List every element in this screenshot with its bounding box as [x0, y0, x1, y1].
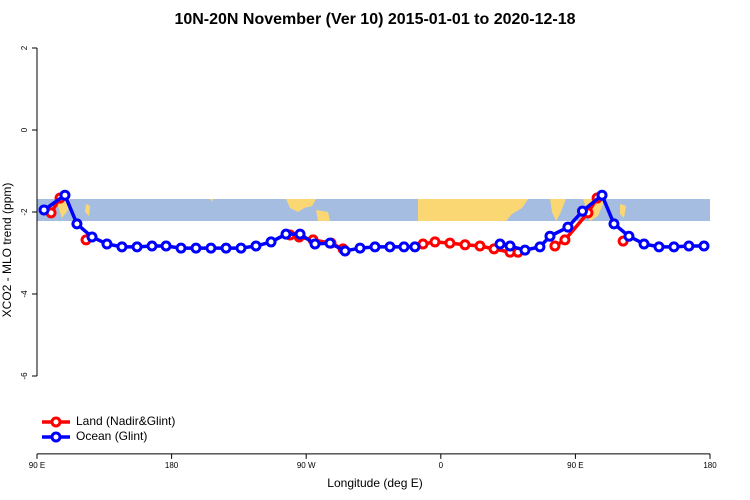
data-point: [384, 241, 396, 253]
x-tick-label: 90 E: [29, 461, 45, 470]
data-point: [608, 218, 620, 230]
land: [418, 199, 528, 221]
data-point: [683, 240, 695, 252]
data-point: [324, 237, 336, 249]
x-tick-label: 90 W: [297, 461, 316, 470]
data-point: [444, 237, 456, 249]
series-line: [553, 197, 599, 248]
data-point: [653, 241, 665, 253]
data-point: [562, 221, 574, 233]
legend-label: Land (Nadir&Glint): [76, 414, 175, 428]
data-point: [534, 241, 546, 253]
y-tick-label: 0: [20, 127, 29, 132]
land: [210, 199, 330, 221]
data-point: [116, 241, 128, 253]
x-tick-label: 180: [165, 461, 179, 470]
data-point: [354, 242, 366, 254]
data-point: [86, 231, 98, 243]
data-point: [409, 241, 421, 253]
legend-marker: [50, 416, 62, 428]
data-point: [398, 241, 410, 253]
data-point: [146, 240, 158, 252]
data-point: [519, 244, 531, 256]
data-point: [131, 241, 143, 253]
legend-label: Ocean (Glint): [76, 429, 147, 443]
data-point: [160, 240, 172, 252]
data-point: [59, 189, 71, 201]
data-point: [235, 242, 247, 254]
data-point: [596, 189, 608, 201]
data-point: [190, 242, 202, 254]
x-axis-label: Longitude (deg E): [327, 476, 422, 490]
data-point: [698, 240, 710, 252]
data-point: [504, 240, 516, 252]
data-point: [474, 240, 486, 252]
data-point: [623, 230, 635, 242]
data-point: [459, 239, 471, 251]
data-point: [71, 218, 83, 230]
y-tick-label: 2: [20, 45, 29, 50]
x-tick-label: 0: [439, 461, 444, 470]
y-axis-label: XCO2 - MLO trend (ppm): [0, 183, 14, 318]
data-point: [309, 238, 321, 250]
legend-marker: [50, 431, 62, 443]
chart-title: 10N-20N November (Ver 10) 2015-01-01 to …: [174, 11, 575, 28]
y-tick-label: -6: [20, 372, 29, 380]
data-point: [544, 230, 556, 242]
y-tick-label: -2: [20, 208, 29, 216]
data-point: [175, 242, 187, 254]
data-point: [38, 204, 50, 216]
data-point: [265, 236, 277, 248]
ocean-band: [37, 199, 710, 221]
data-point: [668, 241, 680, 253]
data-point: [220, 242, 232, 254]
data-point: [638, 238, 650, 250]
data-point: [250, 240, 262, 252]
data-point: [559, 234, 571, 246]
data-point: [576, 205, 588, 217]
y-tick-label: -4: [20, 290, 29, 298]
data-point: [494, 238, 506, 250]
land: [58, 199, 90, 218]
data-point: [549, 240, 561, 252]
data-point: [205, 242, 217, 254]
x-tick-label: 90 E: [567, 461, 583, 470]
x-tick-label: 180: [703, 461, 717, 470]
data-point: [280, 228, 292, 240]
data-point: [429, 236, 441, 248]
data-point: [101, 238, 113, 250]
data-point: [339, 245, 351, 257]
data-point: [369, 241, 381, 253]
data-point: [294, 228, 306, 240]
